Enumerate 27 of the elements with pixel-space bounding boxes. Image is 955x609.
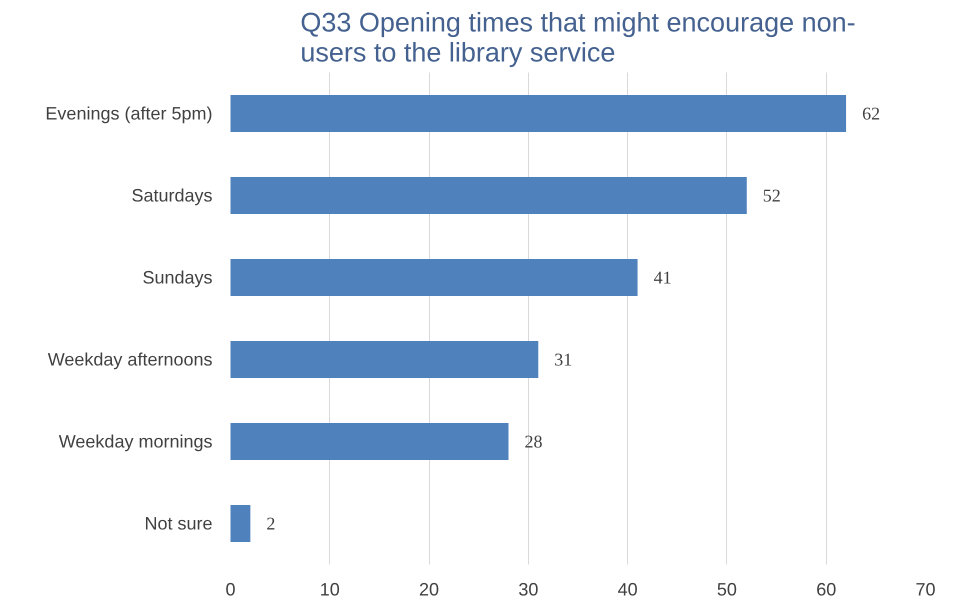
- bar: [230, 341, 538, 378]
- x-tick-label: 50: [716, 580, 737, 600]
- x-tick-label: 10: [320, 580, 340, 600]
- data-label: 28: [524, 432, 542, 452]
- y-tick-label: Saturdays: [131, 186, 213, 206]
- data-label: 31: [554, 350, 572, 370]
- bar: [230, 259, 638, 296]
- y-tick-label: Sundays: [142, 268, 213, 288]
- data-label: 62: [862, 104, 880, 124]
- y-tick-label: Weekday mornings: [58, 432, 213, 452]
- x-tick-label: 0: [225, 580, 236, 600]
- x-tick-label: 30: [518, 580, 538, 600]
- x-tick-label: 20: [419, 580, 440, 600]
- chart-title: Q33 Opening times that might encourage non-users to the library service: [300, 8, 856, 68]
- y-tick-label: Weekday afternoons: [48, 350, 213, 370]
- y-tick-label: Evenings (after 5pm): [45, 104, 213, 124]
- bar: [230, 95, 846, 132]
- bar: [230, 505, 250, 542]
- bar: [230, 177, 747, 214]
- x-tick-label: 70: [915, 580, 936, 600]
- x-tick-label: 40: [618, 580, 638, 600]
- bar: [230, 423, 508, 460]
- data-label: 2: [266, 514, 276, 534]
- x-tick-label: 60: [816, 580, 836, 600]
- data-label: 41: [654, 268, 672, 288]
- data-label: 52: [762, 186, 781, 206]
- y-tick-label: Not sure: [144, 514, 213, 534]
